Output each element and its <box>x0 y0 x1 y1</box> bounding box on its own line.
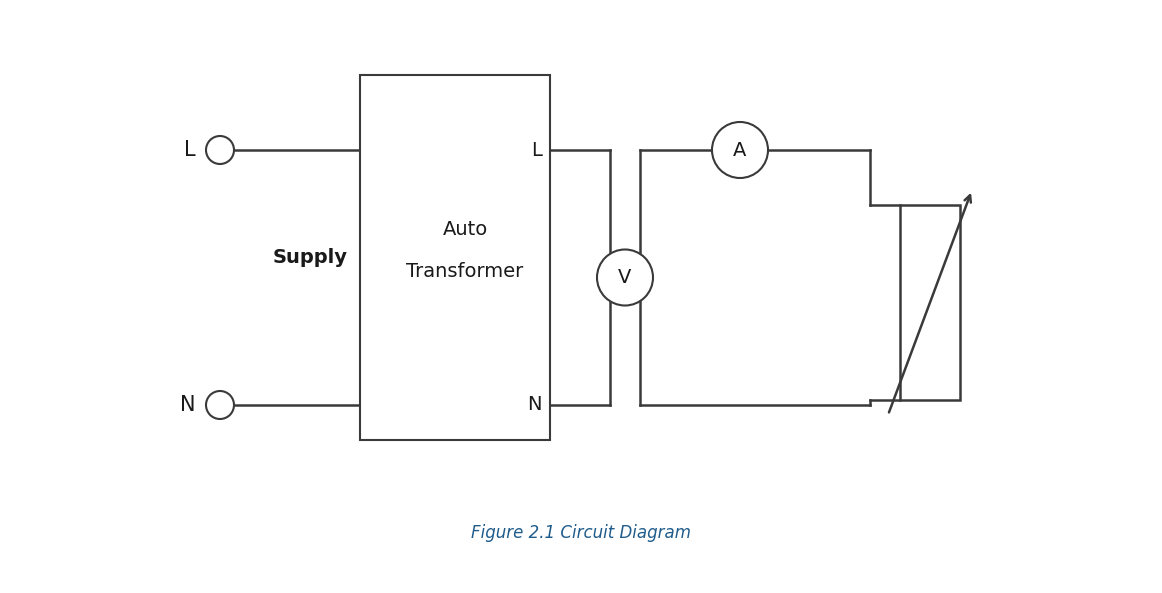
Text: Supply: Supply <box>273 248 347 267</box>
Circle shape <box>712 122 768 178</box>
Text: N: N <box>180 395 196 415</box>
Text: Auto: Auto <box>443 220 488 239</box>
Circle shape <box>206 136 234 164</box>
Circle shape <box>597 250 653 305</box>
Text: Figure 2.1 Circuit Diagram: Figure 2.1 Circuit Diagram <box>471 524 691 542</box>
Text: A: A <box>733 141 747 160</box>
Text: N: N <box>528 396 541 415</box>
Text: V: V <box>618 268 632 287</box>
Bar <box>360 75 550 440</box>
Text: L: L <box>531 141 541 160</box>
Circle shape <box>206 391 234 419</box>
Bar <box>901 205 960 400</box>
Text: L: L <box>185 140 196 160</box>
Text: Transformer: Transformer <box>407 262 524 281</box>
